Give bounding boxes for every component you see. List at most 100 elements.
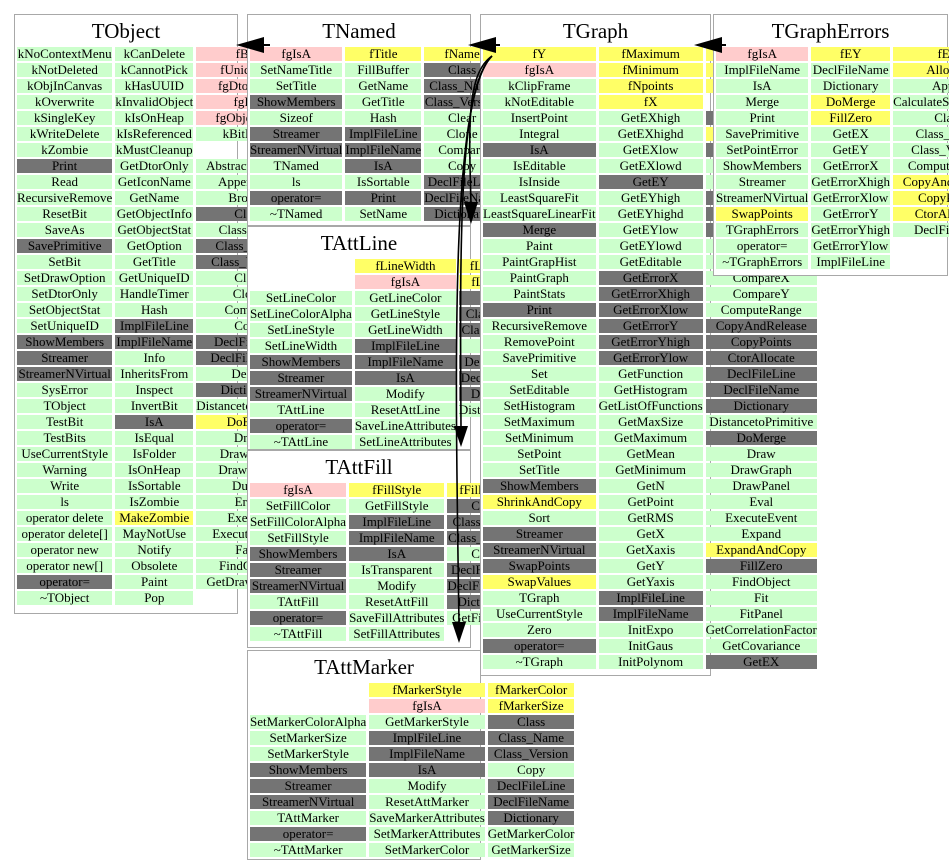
member-cell: SaveAs [17,223,113,237]
member-cell: SavePrimitive [716,127,809,141]
member-cell: SetPoint [483,447,596,461]
member-cell: Info [115,351,194,365]
member-cell: StreamerNVirtual [250,387,352,401]
member-cell: SwapPoints [716,207,809,221]
empty-cell [893,255,949,269]
member-cell: Modify [369,779,485,793]
member-cell: GetObjectStat [115,223,194,237]
member-cell: TObject [17,399,113,413]
member-cell: Modify [354,387,456,401]
member-cell: operator new[] [17,559,113,573]
member-cell: ShowMembers [250,763,367,777]
member-cell: GetMarkerSize [487,843,575,857]
member-cell: GetEY [598,175,703,189]
member-cell: fY [483,47,596,61]
member-cell: IsTransparent [349,563,445,577]
member-cell: SetUniqueID [17,319,113,333]
member-cell: GetEditable [598,255,703,269]
member-cell: RecursiveRemove [17,190,113,205]
member-cell: SaveLineAttributes [354,418,456,433]
member-cell: ExpandAndCopy [705,543,817,557]
member-cell: kCannotPick [115,63,194,77]
member-cell: RemovePoint [483,335,596,349]
member-cell: FillBuffer [345,63,422,77]
member-cell: Class_Version [893,143,949,157]
member-cell: SetLineWidth [250,339,352,353]
member-cell: fEY [811,47,891,61]
member-cell: GetMinimum [598,463,703,477]
member-cell: Merge [483,223,596,237]
member-cell: GetErrorY [811,207,891,221]
member-cell: ~TGraph [483,655,596,669]
member-cell: SaveFillAttributes [349,610,445,625]
member-cell: GetName [345,79,422,93]
member-cell: Streamer [17,351,113,365]
member-cell: fNpoints [598,79,703,93]
member-cell: SetTitle [250,79,343,93]
member-cell: SetHistogram [483,399,596,413]
member-cell: Dictionary [705,399,817,413]
member-cell: Paint [115,575,194,589]
member-cell: CtorAllocate [705,351,817,365]
member-cell: Modify [349,579,445,593]
member-grid: fgIsAfEYfEX ImplFileNameDeclFileNameAlloc… [714,47,949,269]
member-cell: Integral [483,127,596,141]
member-cell: SetBit [17,255,113,269]
member-cell: GetEXlowd [598,159,703,173]
member-grid: fgIsA fTitle fName SetNameTitle FillBuffer Cl… [248,47,500,221]
member-cell: IsA [349,547,445,561]
member-cell: GetErrorXlow [811,190,891,205]
member-cell: Warning [17,463,113,477]
member-cell: TestBits [17,431,113,445]
member-cell: IsFolder [115,447,194,461]
member-cell: GetEYlowd [598,239,703,253]
member-cell: ~TAttLine [250,435,352,449]
member-cell: HandleTimer [115,287,194,301]
member-cell: CompareY [705,287,817,301]
member-cell: SetTitle [483,463,596,477]
member-cell: fgIsA [369,699,485,713]
member-cell: GetRMS [598,511,703,525]
member-cell: SetFillStyle [250,531,347,545]
member-cell: GetMarkerColor [487,826,575,841]
member-cell: IsA [345,159,422,173]
member-cell: ShowMembers [716,159,809,173]
member-cell: GetFillStyle [349,499,445,513]
member-cell: SetMarkerColorAlpha [250,714,367,729]
member-cell: GetLineColor [354,291,456,305]
member-cell: SetLineStyle [250,323,352,337]
member-cell: Print [716,111,809,125]
member-cell: GetIconName [115,175,194,189]
member-cell: SavePrimitive [17,239,113,253]
member-cell: GetYaxis [598,575,703,589]
member-cell: GetEYhigh [598,191,703,205]
member-cell: operator= [483,639,596,653]
member-cell: GetTitle [115,255,194,269]
class-title-tgrapherrors: TGraphErrors [771,19,890,43]
member-cell: Streamer [250,127,343,141]
member-cell: GetErrorXhigh [598,287,703,301]
member-cell: SetMarkerStyle [250,747,367,761]
member-cell: Class_Version [487,747,575,761]
member-cell: Dictionary [487,811,575,825]
member-cell: Obsolete [115,559,194,573]
member-cell: Zero [483,623,596,637]
member-cell: fMinimum [598,63,703,77]
member-cell: Print [17,159,113,173]
member-cell: ResetAttMarker [369,795,485,809]
member-cell: fgIsA [483,63,596,77]
member-cell: MakeZombie [115,511,194,525]
member-cell: Print [483,303,596,317]
member-cell: kNotDeleted [17,63,113,77]
member-cell: PaintGrapHist [483,255,596,269]
member-cell: SetLineColor [250,291,352,305]
member-cell: GetPoint [598,495,703,509]
member-cell: DeclFileLine [893,223,949,237]
member-cell: SetMarkerColor [369,843,485,857]
member-cell: LeastSquareLinearFit [483,206,596,221]
member-cell: kIsOnHeap [115,111,194,125]
member-grid: kNoContextMenukCanDeletefBitskNotDeleted… [15,47,301,605]
member-cell: Merge [716,95,809,109]
member-cell: ImplFileName [598,607,703,621]
member-cell: ImplFileLine [369,731,485,745]
